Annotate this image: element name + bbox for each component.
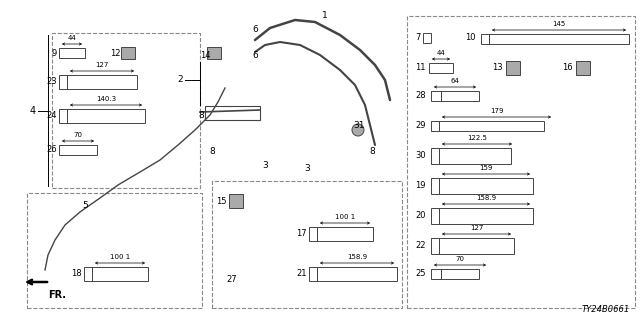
Bar [407, 16, 635, 308]
Bar [431, 178, 439, 194]
Bar [84, 267, 92, 281]
Text: 29: 29 [415, 122, 426, 131]
Text: 26: 26 [46, 146, 57, 155]
Bar [429, 63, 453, 73]
Text: 4: 4 [30, 106, 36, 116]
Text: 13: 13 [492, 63, 502, 73]
Text: 18: 18 [72, 268, 82, 277]
Bar [431, 208, 439, 224]
Bar [423, 33, 431, 43]
Text: 127: 127 [95, 62, 109, 68]
Text: 12: 12 [110, 49, 120, 58]
Bar [317, 227, 373, 241]
Text: 23: 23 [46, 76, 57, 85]
Bar [439, 238, 514, 254]
Text: 2: 2 [177, 76, 183, 84]
Bar [439, 178, 533, 194]
Text: 31: 31 [353, 121, 365, 130]
Text: 6: 6 [252, 26, 258, 35]
Bar [506, 61, 520, 75]
Bar [309, 227, 317, 241]
Text: 8: 8 [369, 148, 375, 156]
Bar [52, 33, 200, 188]
Text: 21: 21 [296, 268, 307, 277]
Text: 1: 1 [322, 11, 328, 20]
Bar [92, 267, 148, 281]
Text: 9: 9 [52, 49, 57, 58]
Text: 14: 14 [200, 51, 211, 60]
Text: 15: 15 [216, 196, 227, 205]
Text: 8: 8 [209, 148, 215, 156]
Bar [439, 208, 533, 224]
Text: 158.9: 158.9 [476, 195, 496, 201]
Text: 25: 25 [415, 269, 426, 278]
Bar [59, 109, 67, 123]
Bar [441, 269, 479, 279]
Bar [431, 121, 439, 131]
Text: 24: 24 [47, 110, 57, 119]
Bar [121, 47, 135, 59]
Text: 7: 7 [415, 34, 420, 43]
Text: 17: 17 [296, 228, 307, 237]
Bar [229, 194, 243, 208]
Text: 5: 5 [82, 201, 88, 210]
Bar [431, 269, 441, 279]
Bar [431, 91, 441, 101]
Text: 20: 20 [415, 212, 426, 220]
Bar [441, 91, 479, 101]
Text: 6: 6 [252, 51, 258, 60]
Circle shape [352, 124, 364, 136]
Bar [431, 148, 439, 164]
Text: 70: 70 [456, 256, 465, 262]
Bar [67, 109, 145, 123]
Bar [59, 48, 85, 58]
Text: 3: 3 [304, 164, 310, 173]
Bar [481, 34, 489, 44]
Text: 140.3: 140.3 [96, 96, 116, 102]
Bar [59, 145, 97, 155]
Text: 159: 159 [479, 165, 493, 171]
Bar [431, 238, 439, 254]
Text: FR.: FR. [48, 290, 66, 300]
Bar [27, 193, 202, 308]
Bar [59, 75, 67, 89]
Bar [439, 148, 511, 164]
Bar [309, 267, 317, 281]
Text: 44: 44 [436, 50, 445, 56]
Text: 22: 22 [415, 242, 426, 251]
Bar [207, 47, 221, 59]
Bar [317, 267, 397, 281]
Text: 11: 11 [415, 63, 426, 73]
Text: 122.5: 122.5 [467, 135, 487, 141]
Bar [205, 106, 260, 120]
Bar [212, 181, 402, 308]
Text: 28: 28 [415, 92, 426, 100]
Text: 19: 19 [415, 181, 426, 190]
Text: 127: 127 [470, 225, 483, 231]
Text: 16: 16 [562, 63, 573, 73]
Text: 179: 179 [490, 108, 503, 114]
Bar [67, 75, 137, 89]
Text: TY24B0661: TY24B0661 [582, 305, 630, 314]
Text: 64: 64 [451, 78, 460, 84]
Text: 27: 27 [227, 276, 237, 284]
Text: 30: 30 [415, 151, 426, 161]
Text: 100 1: 100 1 [335, 214, 355, 220]
Text: 8: 8 [198, 110, 204, 119]
Bar [439, 121, 544, 131]
Text: 70: 70 [74, 132, 83, 138]
Text: 3: 3 [262, 161, 268, 170]
Text: 100 1: 100 1 [110, 254, 130, 260]
Text: 145: 145 [552, 21, 566, 27]
Text: 10: 10 [465, 34, 476, 43]
Bar [576, 61, 590, 75]
Text: 44: 44 [68, 35, 76, 41]
Bar [489, 34, 629, 44]
Text: 158.9: 158.9 [347, 254, 367, 260]
